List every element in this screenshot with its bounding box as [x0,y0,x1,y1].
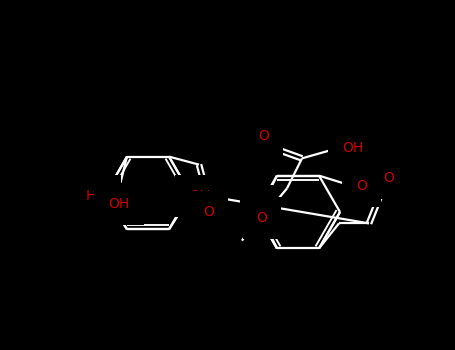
Text: O: O [203,205,214,219]
Text: OH: OH [189,189,210,203]
Text: O: O [253,199,264,213]
Text: OH: OH [342,141,363,155]
Text: O: O [356,178,367,192]
Text: OH: OH [108,197,130,211]
Text: O: O [383,172,394,186]
Text: O: O [258,130,269,144]
Text: HO: HO [86,189,107,203]
Text: O: O [257,211,268,225]
